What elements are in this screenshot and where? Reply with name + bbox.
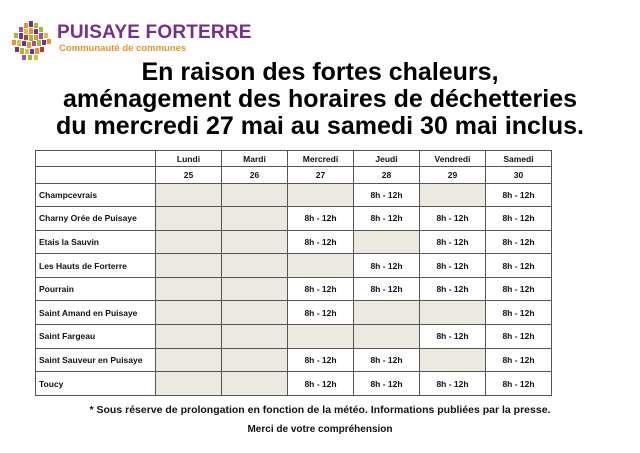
opening-hours-cell: 8h - 12h <box>419 229 486 255</box>
closed-cell <box>353 300 420 326</box>
table-row: Toucy 8h - 12h 8h - 12h 8h - 12h 8h - 12h <box>35 371 552 396</box>
closed-cell <box>155 253 222 278</box>
closed-cell <box>155 206 222 231</box>
closed-cell <box>287 324 354 349</box>
schedule-table: Lundi Mardi Mercredi Jeudi Vendredi Samedi 25… <box>35 150 552 396</box>
opening-hours-cell: 8h - 12h <box>419 253 486 278</box>
site-name: Charny Orée de Puisaye <box>35 206 156 231</box>
site-name: Etais la Sauvin <box>35 229 156 255</box>
closed-cell <box>155 276 222 302</box>
day-date-header: 28 <box>353 166 420 184</box>
footnote: * Sous réserve de prolongation en foncti… <box>89 404 551 416</box>
closed-cell <box>353 229 420 255</box>
closed-cell <box>155 300 222 326</box>
opening-hours-cell: 8h - 12h <box>485 253 552 278</box>
opening-hours-cell: 8h - 12h <box>353 253 420 278</box>
closed-cell <box>155 229 222 255</box>
table-row: Etais la Sauvin 8h - 12h 8h - 12h 8h - 12h <box>35 229 552 255</box>
opening-hours-cell: 8h - 12h <box>485 229 552 255</box>
schedule-body: Champcevrais 8h - 12h 8h - 12h Charny Orée … <box>35 182 552 396</box>
closed-cell <box>419 182 486 208</box>
logo-subtitle: Communauté de communes <box>59 43 187 54</box>
opening-hours-cell: 8h - 12h <box>419 324 486 349</box>
opening-hours-cell: 8h - 12h <box>287 347 354 373</box>
day-name-header: Jeudi <box>353 150 420 167</box>
closed-cell <box>221 276 288 302</box>
opening-hours-cell: 8h - 12h <box>419 371 486 396</box>
opening-hours-cell: 8h - 12h <box>287 300 354 326</box>
table-row: Pourrain 8h - 12h 8h - 12h 8h - 12h 8h - 12h <box>35 276 552 302</box>
closed-cell <box>155 371 222 396</box>
table-row: Saint Amand en Puisaye 8h - 12h 8h - 12h <box>35 300 552 326</box>
closed-cell <box>221 206 288 231</box>
opening-hours-cell: 8h - 12h <box>485 276 552 302</box>
opening-hours-cell: 8h - 12h <box>485 300 552 326</box>
day-name-header: Samedi <box>485 150 552 167</box>
day-date-header: 29 <box>419 166 486 184</box>
day-date-header: 25 <box>155 166 222 184</box>
site-name: Saint Sauveur en Puisaye <box>35 347 156 373</box>
opening-hours-cell: 8h - 12h <box>419 206 486 231</box>
day-date-header: 27 <box>287 166 354 184</box>
table-row: Charny Orée de Puisaye 8h - 12h 8h - 12h 8h… <box>35 206 552 231</box>
opening-hours-cell: 8h - 12h <box>353 182 420 208</box>
day-date-header: 26 <box>221 166 288 184</box>
day-date-row: 25 26 27 28 29 30 <box>35 166 552 184</box>
opening-hours-cell: 8h - 12h <box>287 371 354 396</box>
closed-cell <box>221 182 288 208</box>
logo-title: PUISAYE FORTERRE <box>57 22 252 43</box>
site-name: Champcevrais <box>35 182 156 208</box>
day-name-row: Lundi Mardi Mercredi Jeudi Vendredi Samedi <box>35 150 552 167</box>
site-name: Pourrain <box>35 276 156 302</box>
opening-hours-cell: 8h - 12h <box>485 206 552 231</box>
corner-cell <box>35 150 156 167</box>
opening-hours-cell: 8h - 12h <box>419 276 486 302</box>
opening-hours-cell: 8h - 12h <box>287 229 354 255</box>
closed-cell <box>221 229 288 255</box>
table-row: Saint Sauveur en Puisaye 8h - 12h 8h - 12h… <box>35 347 552 373</box>
day-name-header: Mardi <box>221 150 288 167</box>
opening-hours-cell: 8h - 12h <box>353 276 420 302</box>
closed-cell <box>221 347 288 373</box>
site-name: Les Hauts de Forterre <box>35 253 156 278</box>
closed-cell <box>353 324 420 349</box>
opening-hours-cell: 8h - 12h <box>287 206 354 231</box>
closed-cell <box>221 300 288 326</box>
organization-logo: PUISAYE FORTERRE Communauté de communes <box>10 21 251 61</box>
opening-hours-cell: 8h - 12h <box>485 347 552 373</box>
day-name-header: Vendredi <box>419 150 486 167</box>
headline-line-2: aménagement des horaires de déchetteries <box>62 85 578 113</box>
opening-hours-cell: 8h - 12h <box>353 347 420 373</box>
opening-hours-cell: 8h - 12h <box>353 371 420 396</box>
closed-cell <box>221 371 288 396</box>
opening-hours-cell: 8h - 12h <box>485 371 552 396</box>
table-row: Champcevrais 8h - 12h 8h - 12h <box>35 182 552 208</box>
closed-cell <box>221 324 288 349</box>
closed-cell <box>287 182 354 208</box>
site-name: Saint Fargeau <box>35 324 156 349</box>
site-name: Saint Amand en Puisaye <box>35 300 156 326</box>
closed-cell <box>419 347 486 373</box>
logo-mosaic-icon <box>12 21 51 60</box>
thanks-note: Merci de votre compréhension <box>247 424 393 435</box>
closed-cell <box>287 253 354 278</box>
closed-cell <box>155 182 222 208</box>
day-name-header: Lundi <box>155 150 222 167</box>
opening-hours-cell: 8h - 12h <box>485 182 552 208</box>
opening-hours-cell: 8h - 12h <box>287 276 354 302</box>
site-name: Toucy <box>35 371 156 396</box>
closed-cell <box>155 347 222 373</box>
opening-hours-cell: 8h - 12h <box>485 324 552 349</box>
day-date-header: 30 <box>485 166 552 184</box>
table-row: Les Hauts de Forterre 8h - 12h 8h - 12h 8h … <box>35 253 552 278</box>
day-name-header: Mercredi <box>287 150 354 167</box>
closed-cell <box>419 300 486 326</box>
headline-line-1: En raison des fortes chaleurs, <box>141 58 499 86</box>
closed-cell <box>155 324 222 349</box>
opening-hours-cell: 8h - 12h <box>353 206 420 231</box>
headline-line-3: du mercredi 27 mai au samedi 30 mai incl… <box>55 112 584 140</box>
closed-cell <box>221 253 288 278</box>
table-row: Saint Fargeau 8h - 12h 8h - 12h <box>35 324 552 349</box>
corner-cell <box>35 166 156 184</box>
